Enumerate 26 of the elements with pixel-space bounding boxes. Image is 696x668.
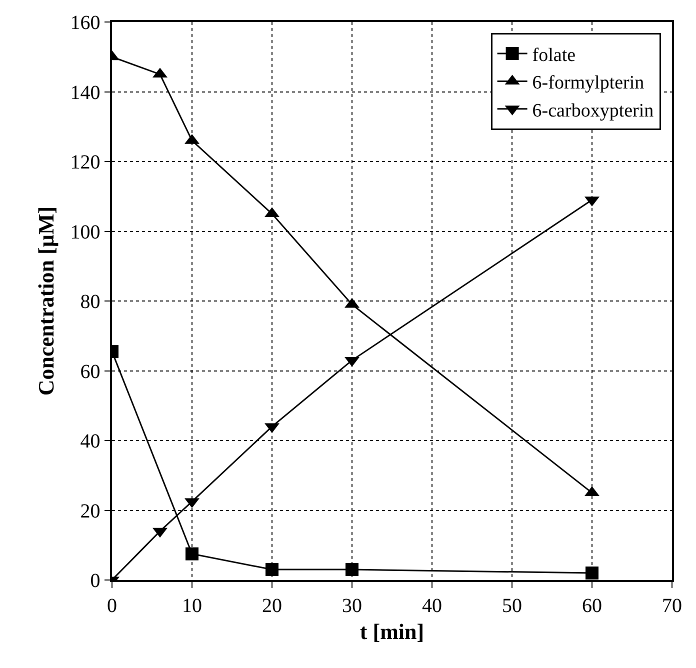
y-tick-label: 140 xyxy=(70,82,100,104)
point xyxy=(266,563,278,576)
legend-label: folate xyxy=(532,44,576,66)
legend-label: 6-formylpterin xyxy=(532,72,645,94)
y-tick-label: 100 xyxy=(70,221,100,244)
y-tick-label: 40 xyxy=(80,430,100,452)
y-tick-label: 160 xyxy=(70,12,100,34)
x-tick-label: 10 xyxy=(182,594,202,617)
y-tick-label: 60 xyxy=(80,360,100,383)
x-axis-title: t [min] xyxy=(360,619,424,644)
x-tick-label: 0 xyxy=(107,594,117,617)
x-tick-label: 40 xyxy=(422,594,442,617)
legend-label: 6-carboxypterin xyxy=(532,100,654,122)
x-tick-label: 60 xyxy=(582,594,602,617)
point xyxy=(346,563,358,576)
y-tick-label: 0 xyxy=(90,570,100,592)
y-tick-label: 120 xyxy=(70,152,100,174)
y-tick-label: 80 xyxy=(80,291,100,313)
x-tick-label: 70 xyxy=(662,594,682,617)
point xyxy=(186,547,198,560)
x-tick-label: 30 xyxy=(342,594,362,617)
x-tick-label: 50 xyxy=(502,594,522,617)
y-axis-title: Concentration [µM] xyxy=(34,206,59,396)
point xyxy=(586,566,598,580)
x-tick-label: 20 xyxy=(262,594,282,617)
y-tick-label: 20 xyxy=(80,500,100,522)
